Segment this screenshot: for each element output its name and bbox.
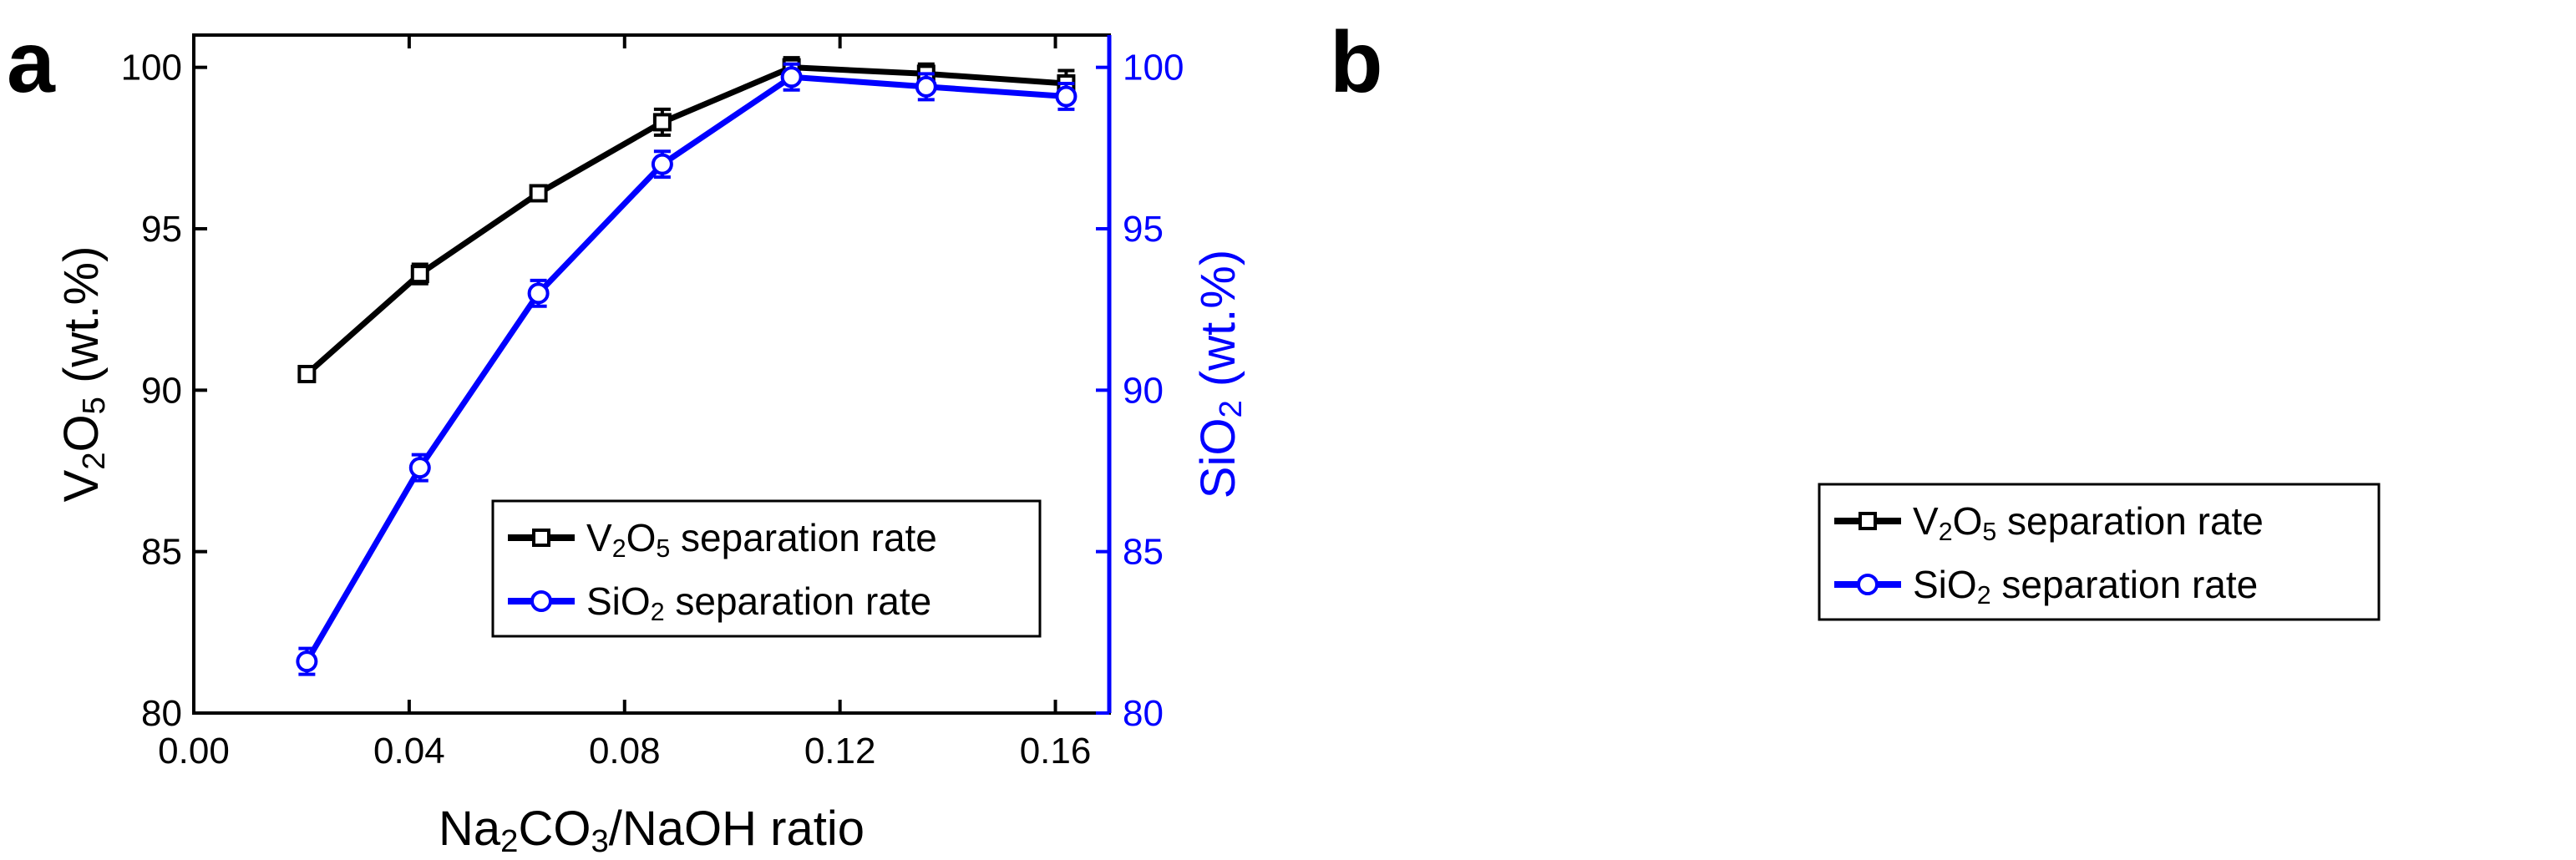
legend-label-2-part: 2	[1977, 582, 1991, 610]
y-left-tick-label: 85	[141, 532, 182, 573]
x-tick-label: 0.16	[1020, 731, 1092, 771]
legend-label-2-part: SiO	[586, 579, 651, 623]
legend-label-1-part: 2	[1939, 519, 1953, 546]
y-left-tick-label: 80	[141, 693, 182, 734]
x-axis-title-part: 3	[591, 823, 608, 859]
x-tick-label: 0.08	[589, 731, 661, 771]
legend-marker	[532, 529, 550, 547]
x-tick-label: 0.04	[373, 731, 445, 771]
legend-label-1-part: V	[586, 516, 612, 559]
y-left-tick-label: 95	[141, 209, 182, 250]
x-tick-label: 0.12	[804, 731, 876, 771]
data-point-series-1	[297, 365, 317, 383]
legend-marker	[530, 590, 552, 612]
legend-box	[1818, 483, 2381, 621]
y-right-axis-title-part: (wt.%)	[1191, 250, 1245, 400]
data-point-series-2	[651, 153, 673, 175]
y-left-axis-title-part: 2	[76, 452, 112, 469]
legend-marker	[1858, 512, 1877, 530]
x-axis-title-part: /NaOH ratio	[609, 802, 865, 856]
y-right-axis-title-part: 2	[1213, 400, 1249, 417]
y-right-tick-label: 100	[1123, 48, 1184, 89]
y-right-tick-label: 95	[1123, 209, 1164, 250]
data-point-series-1	[652, 113, 672, 132]
legend-label-2-part: SiO	[1913, 563, 1977, 606]
y-left-tick-label: 100	[121, 48, 182, 89]
y-right-axis-title: SiO2 (wt.%)	[1191, 250, 1249, 498]
data-point-series-2	[296, 650, 318, 673]
legend-label-1: V2O5 separation rate	[586, 516, 937, 563]
data-point-series-1	[410, 265, 429, 284]
y-right-tick-label: 85	[1123, 532, 1164, 573]
data-point-series-1	[529, 184, 548, 203]
data-point-series-2	[915, 75, 937, 98]
panel-a-chart: 0.00 0.04 0.08 0.12 0.16 80 85 90 95 100 80 85 90 95 1…	[54, 33, 1249, 859]
y-right-tick-label: 90	[1123, 370, 1164, 411]
y-left-axis-title-part: 5	[76, 397, 112, 414]
y-left-axis-title: V2O5 (wt.%)	[54, 246, 112, 503]
y-left-axis-title-part: (wt.%)	[54, 246, 109, 397]
legend-label-2-part: separation rate	[665, 579, 932, 623]
y-left-axis-title-part: V	[54, 469, 109, 502]
legend-label-1-part: separation rate	[670, 516, 937, 559]
legend-box	[491, 499, 1042, 638]
x-tick-label: 0.00	[158, 731, 230, 771]
y-right-axis-title-part: SiO	[1191, 418, 1245, 499]
y-right-tick-label: 80	[1123, 693, 1164, 734]
x-axis-title-part: Na	[439, 802, 501, 856]
data-point-series-2	[408, 457, 431, 479]
x-axis-title: Na2CO3/NaOH ratio	[439, 802, 865, 859]
legend-label-1-part: O	[626, 516, 657, 559]
legend-label-1-part: separation rate	[1996, 499, 2264, 543]
legend-label-2: SiO2 separation rate	[586, 579, 931, 626]
panel-letter-b: b	[1330, 14, 1383, 111]
series-line-1	[305, 64, 1067, 377]
data-point-series-2	[527, 282, 550, 305]
legend-marker	[1857, 574, 1879, 595]
y-left-tick-label: 90	[141, 370, 182, 411]
panel-b-chart: 0.00.40.81.21.62.02.42040608010020406080…	[1818, 483, 2381, 621]
legend-label-2: SiO2 separation rate	[1913, 563, 2258, 610]
x-axis-title-part: CO	[518, 802, 591, 856]
legend-label-2-part: separation rate	[1991, 563, 2259, 606]
legend-label-1: V2O5 separation rate	[1913, 499, 2264, 546]
legend-label-1-part: 2	[612, 535, 626, 563]
legend-label-1-part: 5	[656, 535, 670, 563]
y-left-axis-title-part: O	[54, 414, 109, 452]
legend-label-2-part: 2	[651, 599, 665, 626]
legend-label-1-part: O	[1953, 499, 1983, 543]
data-point-series-2	[1055, 85, 1078, 108]
legend-label-1-part: 5	[1982, 519, 1996, 546]
panel-letter-a: a	[7, 14, 56, 111]
x-axis-title-part: 2	[500, 823, 518, 859]
legend-label-1-part: V	[1913, 499, 1939, 543]
data-point-series-2	[780, 66, 803, 89]
